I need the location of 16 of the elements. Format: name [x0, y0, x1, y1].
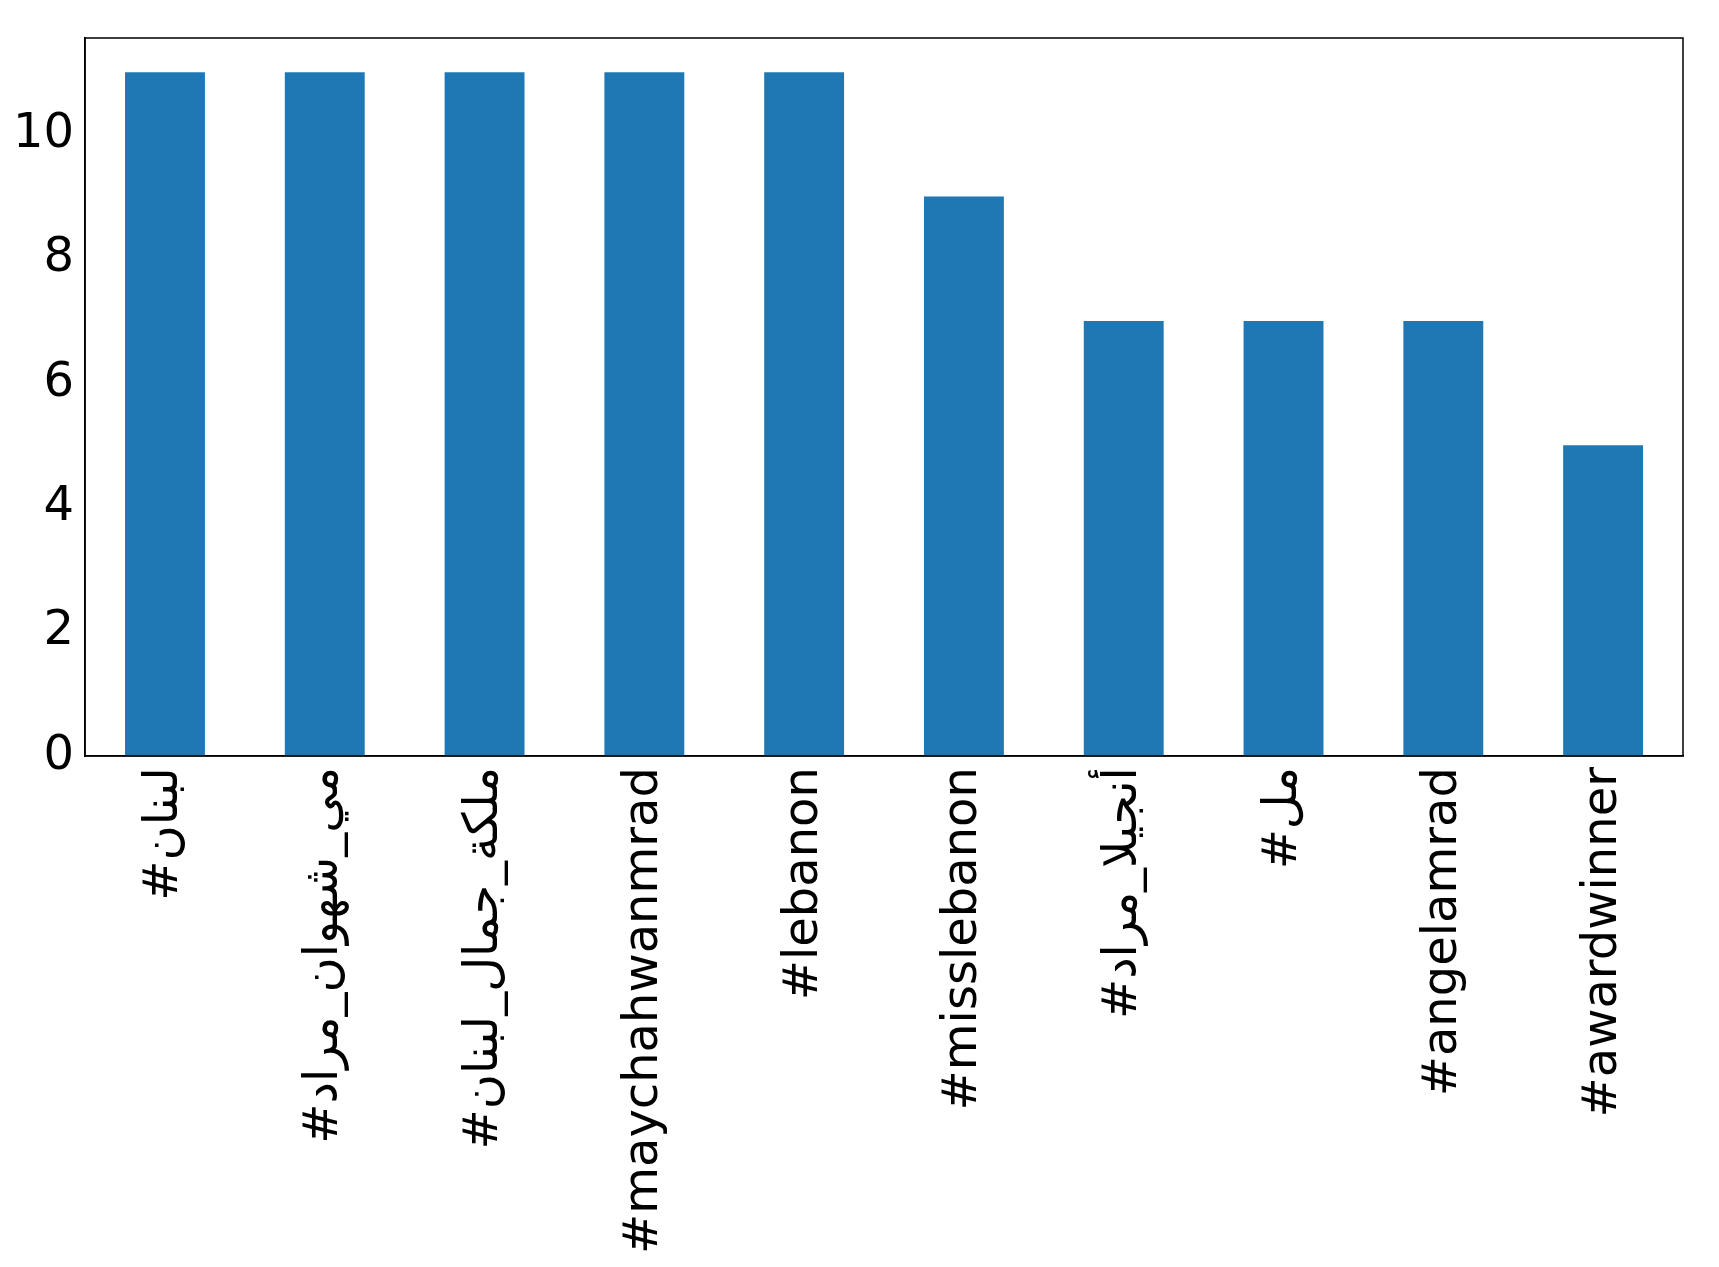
- y-tick-label: 6: [43, 350, 75, 407]
- y-tick-label: 0: [43, 723, 75, 780]
- x-tick-label: #awardwinner: [1570, 766, 1627, 1118]
- x-tick-label: #ملكة_جمال_لبنان: [452, 767, 509, 1150]
- x-tick-label: #أنجيلا_مراد: [1088, 767, 1149, 1020]
- x-tick-label: #maychahwanmrad: [611, 767, 668, 1255]
- y-tick-label: 8: [43, 226, 75, 283]
- x-tick-label: #misslebanon: [931, 767, 988, 1111]
- x-tick-label: #لبنان: [132, 767, 189, 901]
- x-tick-label: #lebanon: [771, 767, 828, 1001]
- x-tick-label: #مي_شهوان_مراد: [292, 767, 350, 1144]
- y-tick-label: 10: [13, 101, 75, 158]
- y-tick-label: 4: [43, 474, 75, 531]
- x-tick-label: #angelamrad: [1410, 767, 1467, 1097]
- x-tick-label: #مل: [1250, 767, 1307, 870]
- y-tick-label: 2: [43, 599, 75, 656]
